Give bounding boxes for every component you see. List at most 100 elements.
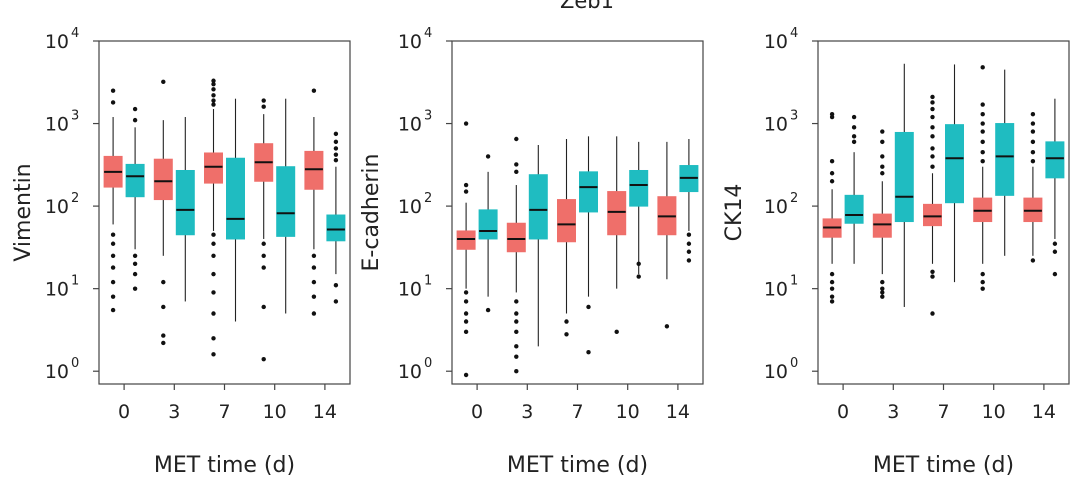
outlier-point (880, 294, 885, 299)
outlier-point (829, 158, 835, 164)
outlier-point (514, 311, 519, 316)
outlier-point (980, 271, 985, 277)
outlier-point (930, 125, 935, 130)
outlier-point (1030, 129, 1036, 134)
y-tick-label: 10 (764, 31, 788, 53)
x-tick-label: 0 (837, 401, 849, 423)
outlier-point (261, 265, 266, 270)
y-tick-exponent: 1 (71, 274, 79, 289)
y-axis-label: E-cadherin (359, 154, 384, 272)
outlier-point (636, 261, 641, 267)
box-series-1 (657, 141, 677, 329)
outlier-point (980, 139, 985, 145)
outlier-point (880, 286, 885, 291)
y-tick-exponent: 2 (71, 191, 79, 206)
outlier-point (1030, 158, 1036, 164)
box-iqr (478, 209, 498, 240)
x-tick-label: 14 (666, 401, 690, 423)
outlier-point (485, 154, 491, 159)
outlier-point (1030, 258, 1036, 263)
outlier-point (930, 146, 935, 151)
outlier-point (132, 286, 138, 291)
x-tick-label: 0 (471, 401, 483, 423)
outlier-point (664, 324, 670, 329)
outlier-point (880, 139, 885, 145)
outlier-point (333, 299, 339, 304)
outlier-point (564, 319, 569, 324)
outlier-point (110, 88, 116, 93)
outlier-point (311, 294, 317, 299)
outlier-point (211, 87, 216, 92)
outlier-point (930, 311, 935, 316)
outlier-point (333, 139, 339, 145)
box-series-2 (528, 144, 548, 347)
outlier-point (829, 179, 835, 184)
x-tick-label: 7 (218, 401, 230, 423)
outlier-point (161, 340, 166, 346)
y-tick-exponent: 3 (71, 109, 79, 124)
outlier-point (829, 114, 835, 120)
y-axis-label: Vimentin (11, 163, 36, 261)
outlier-point (829, 294, 835, 299)
outlier-point (829, 286, 835, 291)
outlier-point (514, 329, 519, 335)
outlier-point (311, 88, 317, 93)
outlier-point (463, 319, 469, 324)
outlier-point (132, 271, 138, 277)
outlier-point (463, 290, 469, 295)
outlier-point (930, 154, 935, 159)
outlier-point (514, 299, 519, 304)
outlier-point (980, 286, 985, 291)
box-iqr (945, 124, 964, 204)
y-tick-label: 10 (764, 361, 788, 383)
box-series-1 (822, 111, 842, 304)
y-tick-label: 10 (398, 114, 422, 136)
outlier-point (110, 307, 116, 313)
outlier-point (110, 241, 116, 246)
outlier-point (686, 232, 692, 237)
outlier-point (311, 311, 317, 316)
box-iqr (226, 157, 245, 240)
outlier-point (1030, 111, 1036, 117)
outlier-point (333, 131, 339, 137)
outlier-point (980, 111, 985, 117)
box-iqr (872, 213, 892, 238)
x-tick-label: 14 (313, 401, 337, 423)
x-tick-label: 10 (982, 401, 1006, 423)
outlier-point (211, 98, 216, 103)
y-tick-exponent: 4 (790, 26, 798, 41)
outlier-point (211, 102, 216, 107)
box-series-2 (326, 131, 346, 304)
box-series-2 (894, 63, 914, 307)
outlier-point (514, 344, 519, 349)
outlier-point (261, 356, 266, 362)
outlier-point (930, 134, 935, 139)
outlier-point (880, 290, 885, 295)
box-series-1 (872, 129, 892, 299)
outlier-point (851, 114, 857, 120)
outlier-point (261, 98, 266, 103)
y-tick-exponent: 1 (790, 274, 798, 289)
box-iqr (304, 150, 324, 190)
outlier-point (1030, 149, 1036, 155)
outlier-point (514, 369, 519, 374)
outlier-point (333, 152, 339, 157)
outlier-point (829, 279, 835, 285)
outlier-point (311, 265, 317, 270)
outlier-point (980, 279, 985, 285)
outlier-point (211, 253, 216, 259)
outlier-point (980, 65, 985, 70)
outlier-point (110, 279, 116, 285)
outlier-point (211, 241, 216, 246)
y-tick-exponent: 3 (424, 109, 432, 124)
box-series-1 (1023, 111, 1043, 263)
plot-frame (98, 40, 351, 385)
x-axis-label: MET time (d) (507, 453, 648, 478)
outlier-point (261, 253, 266, 259)
outlier-point (880, 171, 885, 176)
box-series-2 (125, 106, 145, 291)
outlier-point (686, 249, 692, 254)
